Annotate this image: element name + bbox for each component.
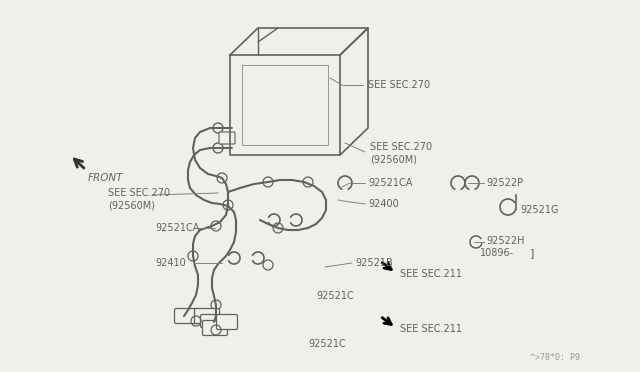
FancyBboxPatch shape bbox=[216, 314, 237, 330]
Text: 10896-: 10896- bbox=[480, 248, 514, 258]
Text: 92400: 92400 bbox=[368, 199, 399, 209]
Text: 92521C: 92521C bbox=[308, 339, 346, 349]
Text: 92522H: 92522H bbox=[486, 236, 525, 246]
FancyBboxPatch shape bbox=[195, 308, 220, 324]
Text: 92521CA: 92521CA bbox=[155, 223, 200, 233]
Text: SEE SEC.211: SEE SEC.211 bbox=[400, 324, 462, 334]
FancyBboxPatch shape bbox=[200, 314, 221, 327]
Text: 92410: 92410 bbox=[155, 258, 186, 268]
Text: SEE SEC.270: SEE SEC.270 bbox=[108, 188, 170, 198]
Text: SEE SEC.211: SEE SEC.211 bbox=[400, 269, 462, 279]
FancyBboxPatch shape bbox=[202, 321, 227, 336]
Text: 92522P: 92522P bbox=[486, 178, 523, 188]
Text: 92521G: 92521G bbox=[520, 205, 559, 215]
Text: ^>78*0: P9: ^>78*0: P9 bbox=[530, 353, 580, 362]
Text: ]: ] bbox=[530, 248, 534, 258]
Text: (92560M): (92560M) bbox=[108, 200, 155, 210]
Text: SEE SEC.270: SEE SEC.270 bbox=[370, 142, 432, 152]
Text: (92560M): (92560M) bbox=[370, 154, 417, 164]
Text: 92521CA: 92521CA bbox=[368, 178, 412, 188]
Text: 92521B: 92521B bbox=[355, 258, 393, 268]
FancyBboxPatch shape bbox=[219, 132, 235, 144]
Text: FRONT: FRONT bbox=[88, 173, 124, 183]
Text: SEE SEC.270: SEE SEC.270 bbox=[368, 80, 430, 90]
Text: 92521C: 92521C bbox=[316, 291, 354, 301]
FancyBboxPatch shape bbox=[175, 308, 200, 324]
